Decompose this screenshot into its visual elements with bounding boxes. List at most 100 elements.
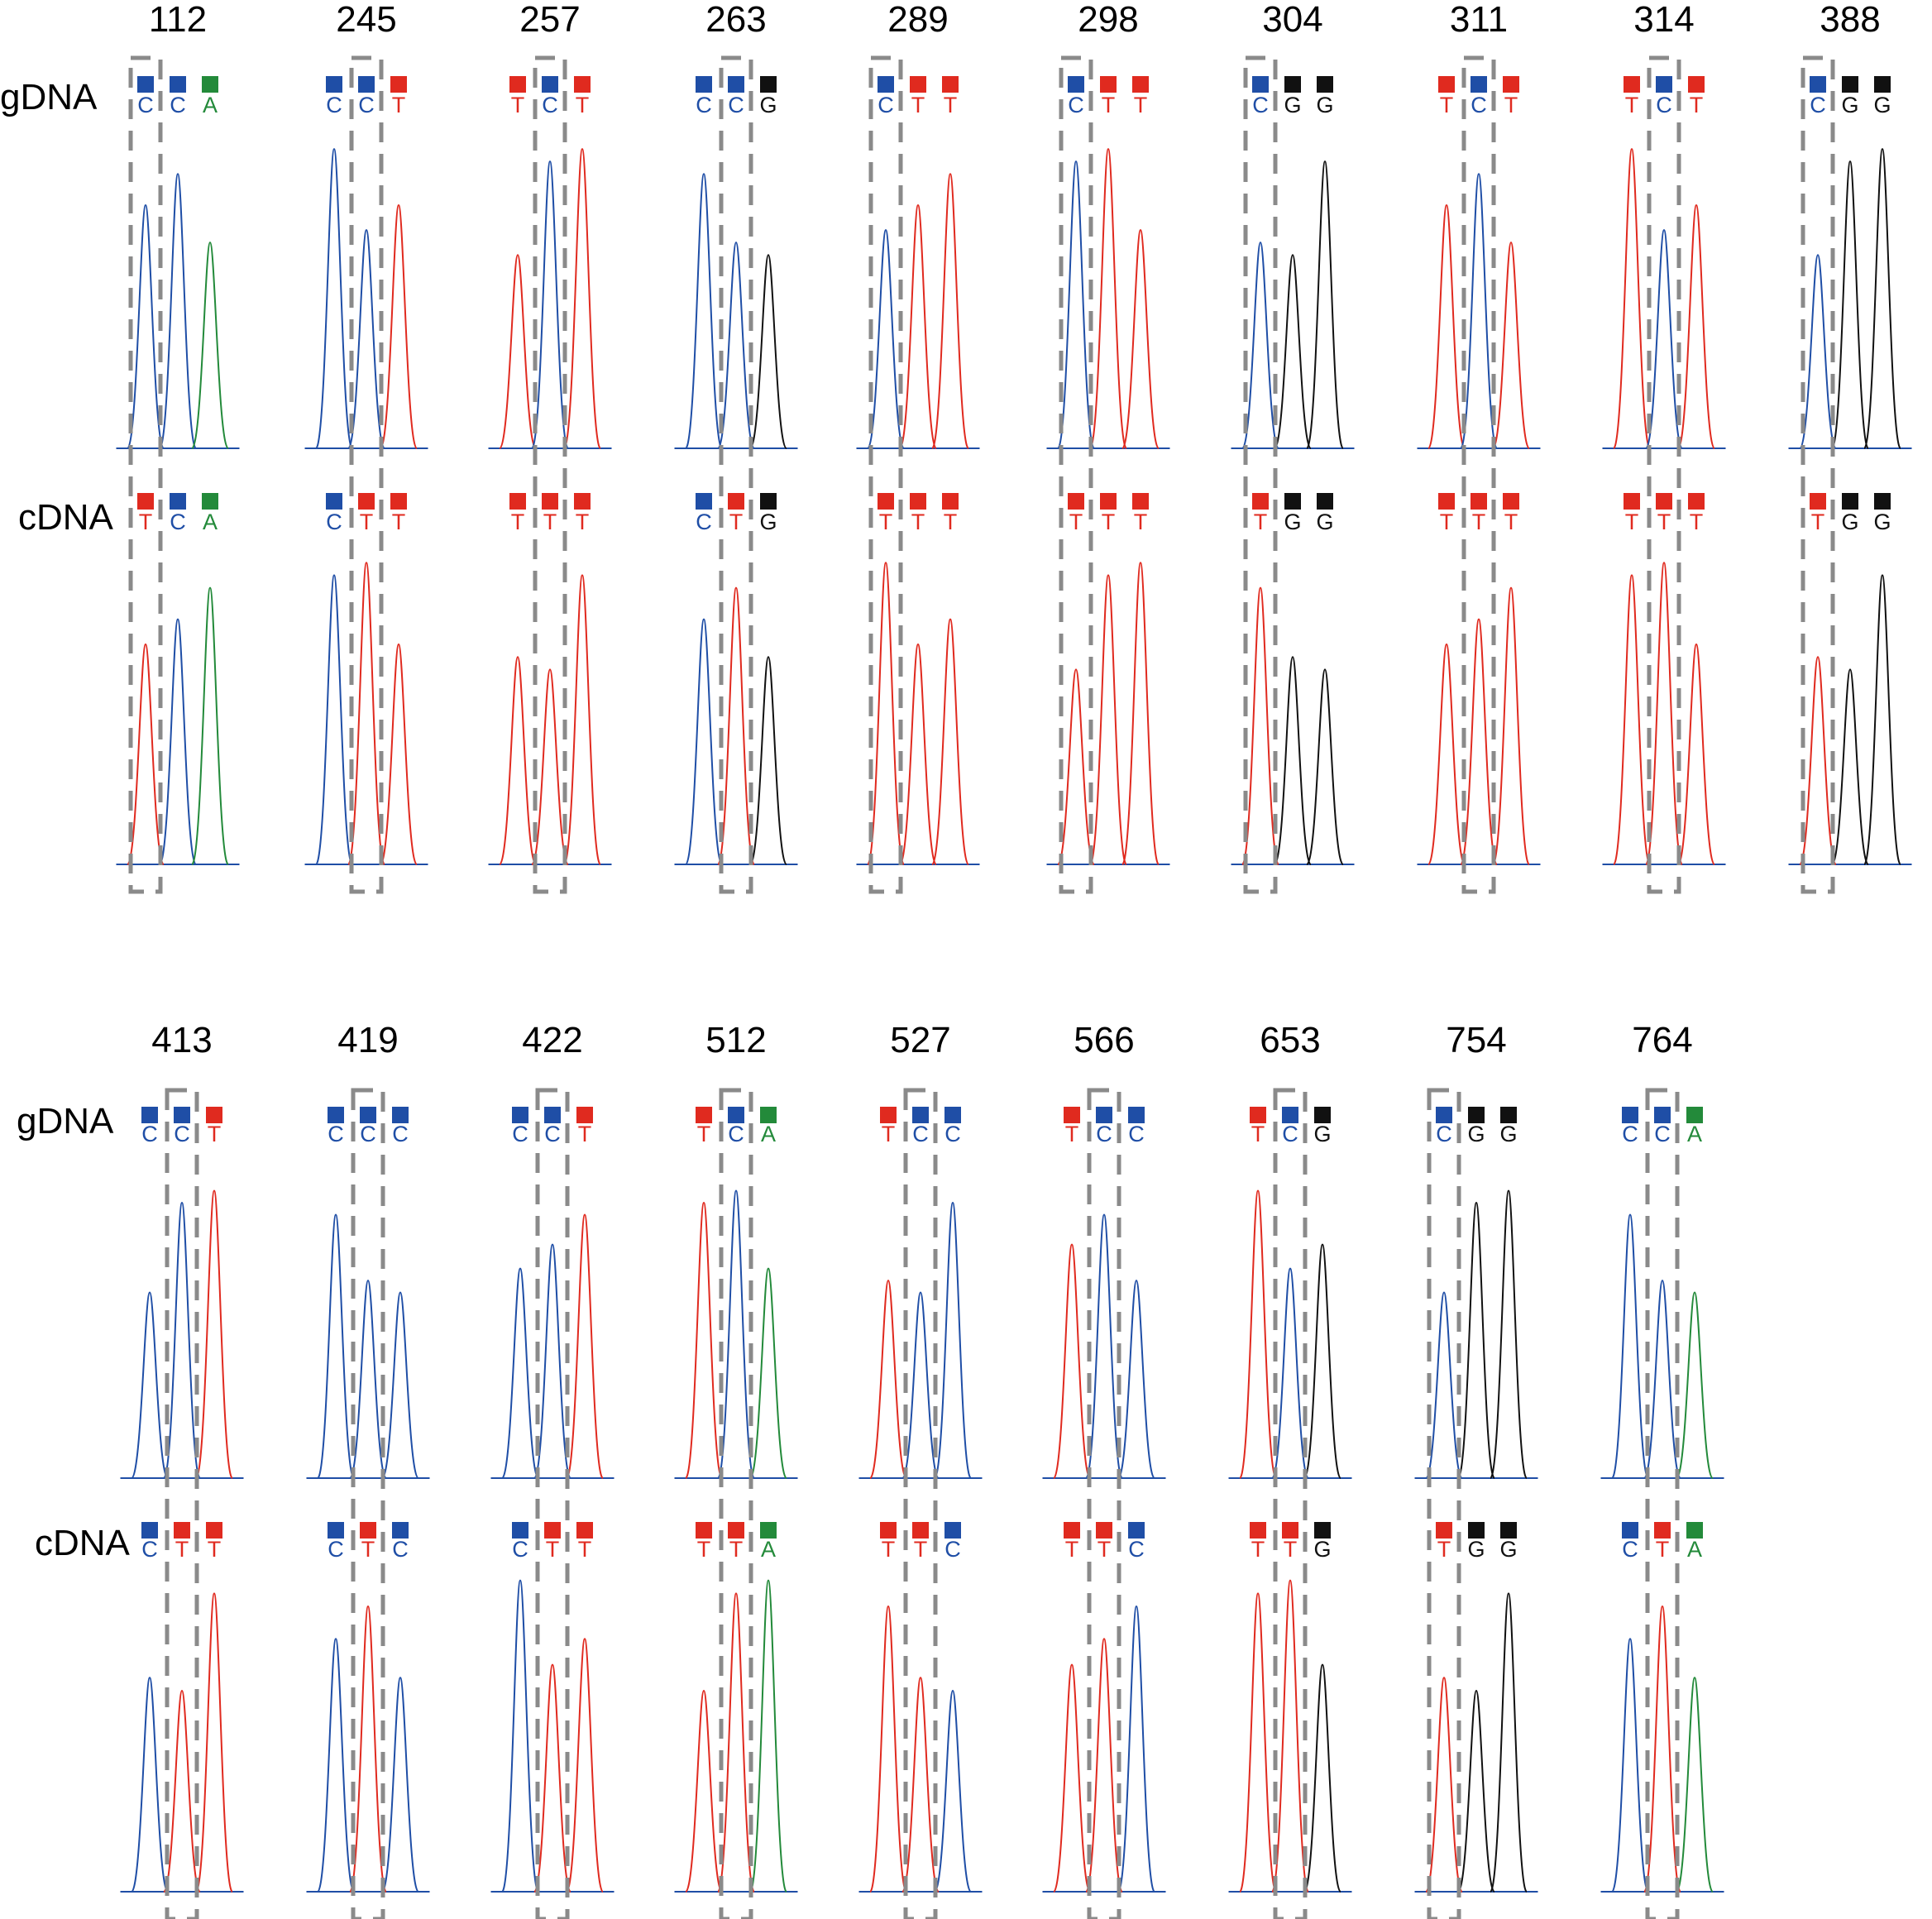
base-call-letter: C	[1810, 93, 1826, 117]
base-call-letter: G	[759, 510, 777, 534]
base-call-square	[392, 1107, 409, 1123]
base-call-letter: T	[1656, 1537, 1670, 1562]
base-call-letter: T	[1251, 1537, 1265, 1562]
trace-peak	[1492, 586, 1530, 865]
cdna-trace	[488, 574, 612, 865]
cdna-trace	[1417, 586, 1541, 865]
highlight-box	[1427, 1088, 1461, 1919]
trace-peak	[1643, 1606, 1681, 1893]
trace-peak	[1643, 1280, 1681, 1479]
trace-peak	[131, 1677, 169, 1893]
base-call-letter: T	[578, 1122, 592, 1146]
highlight-box-layer	[128, 55, 1835, 1919]
gdna-trace	[120, 1189, 244, 1479]
base-call-letter: T	[511, 93, 525, 117]
base-call-square	[760, 76, 777, 93]
cdna-trace	[1231, 586, 1355, 865]
trace-peak	[159, 173, 197, 449]
trace-peak	[1121, 562, 1160, 865]
position-label: 754	[1446, 1020, 1506, 1060]
trace-peak	[566, 1213, 604, 1479]
base-call-letter: C	[1128, 1537, 1145, 1562]
base-call-square	[328, 1522, 344, 1539]
trace-peak	[1057, 160, 1095, 449]
base-call-letter: T	[1284, 1537, 1298, 1562]
base-call-square	[1656, 76, 1672, 93]
trace-peak	[1457, 1689, 1495, 1893]
base-call-letter: C	[141, 1537, 158, 1562]
base-call-letter: T	[1065, 1122, 1079, 1146]
base-call-square	[696, 76, 712, 93]
cdna-trace	[1042, 1606, 1166, 1893]
base-call-square	[544, 1522, 561, 1539]
cdna-trace	[304, 562, 428, 865]
trace-peak	[1457, 1201, 1495, 1479]
base-call-square	[1100, 76, 1117, 93]
base-call-letter: C	[328, 1122, 344, 1146]
base-call-letter: G	[1316, 93, 1333, 117]
base-call-square	[696, 493, 712, 510]
base-call-letter: C	[174, 1122, 190, 1146]
trace-peak	[1057, 668, 1095, 865]
base-call-letter: T	[175, 1537, 189, 1562]
highlight-box	[719, 55, 753, 894]
base-call-letter: G	[1499, 1537, 1517, 1562]
base-call-square	[170, 493, 186, 510]
base-call-letter: G	[1467, 1122, 1485, 1146]
base-call-square	[1503, 76, 1519, 93]
position-label: 112	[149, 0, 207, 40]
gdna-trace	[1788, 148, 1912, 449]
base-call-square	[574, 493, 591, 510]
base-call-square	[1810, 76, 1826, 93]
position-label: 289	[887, 0, 948, 40]
trace-peak	[1645, 229, 1683, 449]
cdna-trace	[674, 586, 798, 865]
base-call-square	[1874, 493, 1891, 510]
base-call-letter: T	[1690, 510, 1704, 534]
base-call-letter: T	[729, 1537, 744, 1562]
base-call-letter: T	[1625, 93, 1639, 117]
base-call-letter: T	[882, 1537, 896, 1562]
gdna-trace	[490, 1213, 615, 1479]
trace-peak	[1613, 574, 1651, 865]
trace-peak	[869, 1280, 907, 1479]
base-call-letter: C	[1128, 1122, 1145, 1146]
base-call-letter: T	[511, 510, 525, 534]
position-label: 304	[1262, 0, 1322, 40]
position-label: 257	[519, 0, 580, 40]
base-call-letter: T	[546, 1537, 560, 1562]
gdna-trace	[304, 148, 428, 449]
trace-peak	[499, 254, 537, 449]
base-call-square	[944, 1107, 961, 1123]
base-call-square	[1250, 1522, 1266, 1539]
position-label: 419	[337, 1020, 398, 1060]
base-call-letter: T	[543, 510, 557, 534]
cdna-trace	[674, 1579, 798, 1893]
trace-peak	[1490, 1189, 1528, 1479]
gdna-trace	[674, 173, 798, 449]
base-call-letter: G	[1284, 510, 1301, 534]
cdna-trace	[490, 1579, 615, 1893]
base-call-square	[1500, 1107, 1517, 1123]
trace-peak	[685, 173, 723, 449]
trace-peak	[317, 1213, 355, 1479]
base-call-square	[942, 76, 959, 93]
base-call-letter: C	[944, 1122, 961, 1146]
position-label: 263	[705, 0, 766, 40]
base-call-letter: G	[1284, 93, 1301, 117]
base-call-square	[880, 1522, 897, 1539]
base-call-square	[728, 493, 744, 510]
trace-peak	[1613, 148, 1651, 449]
